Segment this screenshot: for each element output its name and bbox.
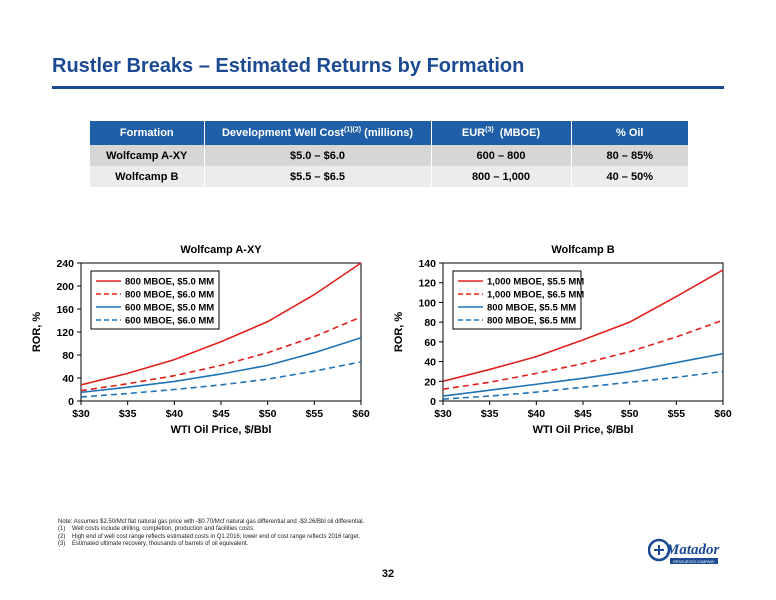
chart-title: Wolfcamp B (551, 244, 614, 256)
chart-svg-wolfcamp-axy: Wolfcamp A-XY 0 40 80 120 160 200 240 $30 $35 $40 $… (31, 244, 370, 436)
header-cost-unit: (millions) (361, 127, 414, 139)
table-row: Wolfcamp B $5.5 – $6.5 800 – 1,000 40 – … (90, 166, 688, 187)
x-tick-label: $35 (119, 408, 137, 420)
footnote-number: (1) (58, 526, 66, 533)
x-axis-label: WTI Oil Price, $/Bbl (171, 424, 272, 436)
x-axis-label: WTI Oil Price, $/Bbl (533, 424, 634, 436)
formation-table: Formation Development Well Cost(1)(2) (m… (90, 121, 688, 187)
y-axis-label: ROR, % (31, 312, 43, 353)
header-cost-footnote: (1)(2) (343, 126, 362, 134)
logo-subtext: RESOURCES COMPANY (673, 560, 715, 564)
logo-svg: Matador RESOURCES COMPANY (647, 538, 720, 564)
series-line (80, 316, 362, 392)
series-line (80, 336, 362, 394)
cell-eur: 600 – 800 (431, 145, 572, 166)
x-tick-label: $45 (574, 408, 592, 420)
series-line (442, 352, 724, 397)
footnote-text: Well costs include drilling, completion,… (72, 526, 255, 533)
header-eur-footnote: (3) (485, 126, 494, 134)
chart-wolfcamp-axy: Wolfcamp A-XY 0 40 80 120 160 200 240 $30 $35 $40 $… (26, 238, 376, 448)
footnote-item: (1) Well costs include drilling, completi… (58, 526, 364, 533)
x-tick-label: $35 (481, 408, 499, 420)
x-tick-label: $50 (259, 408, 277, 420)
cell-oil: 40 – 50% (571, 166, 688, 187)
x-tick-label: $50 (621, 408, 639, 420)
header-cost-label: Development Well Cost (221, 127, 344, 139)
legend-label: 800 MBOE, $5.5 MM (487, 303, 576, 314)
x-tick-label: $40 (528, 408, 546, 420)
legend-label: 800 MBOE, $6.0 MM (125, 290, 214, 301)
chart-title: Wolfcamp A-XY (180, 244, 262, 256)
y-tick-label: 60 (424, 337, 436, 349)
y-tick-label: 160 (56, 304, 74, 316)
cell-cost: $5.0 – $6.0 (204, 145, 432, 166)
y-tick-label: 80 (424, 317, 436, 329)
y-tick-label: 200 (56, 281, 74, 293)
footnote-number: (2) (58, 533, 66, 540)
cell-oil: 80 – 85% (571, 145, 688, 166)
x-tick-label: $40 (166, 408, 184, 420)
legend-label: 800 MBOE, $6.5 MM (487, 316, 576, 327)
header-eur: EUR(3) (MBOE) (431, 121, 572, 145)
y-axis-label: ROR, % (393, 312, 405, 353)
footnote-text: High end of well cost range reflects est… (72, 533, 361, 540)
y-tick-label: 40 (62, 373, 74, 385)
legend-label: 600 MBOE, $6.0 MM (125, 316, 214, 327)
cell-formation: Wolfcamp A-XY (90, 145, 205, 166)
y-tick-label: 0 (68, 396, 74, 408)
series-line (80, 262, 362, 386)
table-row: Wolfcamp A-XY $5.0 – $6.0 600 – 800 80 –… (90, 145, 688, 166)
x-tick-label: $55 (668, 408, 686, 420)
footnote-number: (3) (58, 540, 66, 547)
footnote-note: Note: Assumes $2.50/Mcf flat natural gas… (58, 519, 365, 525)
y-tick-label: 240 (56, 258, 74, 270)
header-eur-label: EUR (461, 127, 486, 139)
header-eur-unit: (MBOE) (493, 127, 541, 139)
y-tick-label: 40 (424, 357, 436, 369)
y-tick-label: 80 (62, 350, 74, 362)
y-tick-label: 140 (418, 258, 436, 270)
x-tick-label: $30 (72, 408, 90, 420)
header-cost: Development Well Cost(1)(2) (millions) (204, 121, 432, 145)
series-line (80, 361, 362, 398)
footnotes: Note: Assumes $2.50/Mcf flat natural gas… (58, 519, 364, 548)
footnote-item: (2) High end of well cost range reflects … (58, 534, 364, 541)
title-divider (52, 86, 724, 89)
x-tick-label: $60 (714, 408, 732, 420)
legend-label: 800 MBOE, $5.0 MM (125, 277, 214, 288)
legend-label: 1,000 MBOE, $5.5 MM (487, 277, 584, 288)
legend-label: 600 MBOE, $5.0 MM (125, 303, 214, 314)
x-tick-label: $45 (212, 408, 230, 420)
legend-label: 1,000 MBOE, $6.5 MM (487, 290, 584, 301)
logo-text: Matador (665, 542, 720, 558)
matador-logo-icon: Matador RESOURCES COMPANY (647, 532, 720, 572)
x-tick-label: $30 (434, 408, 452, 420)
slide-title: Rustler Breaks – Estimated Returns by Fo… (52, 55, 525, 77)
header-formation: Formation (90, 121, 205, 145)
y-tick-label: 0 (430, 396, 436, 408)
x-tick-label: $60 (352, 408, 370, 420)
table-header-row: Formation Development Well Cost(1)(2) (m… (90, 121, 688, 145)
x-tick-label: $55 (306, 408, 324, 420)
y-tick-label: 120 (418, 278, 436, 290)
footnote-text: Estimated ultimate recovery, thousands o… (72, 540, 249, 547)
cell-formation: Wolfcamp B (90, 166, 205, 187)
page-number: 32 (381, 568, 395, 580)
y-tick-label: 20 (424, 376, 436, 388)
chart-svg-wolfcamp-b: Wolfcamp B 0 20 40 60 80 100 120 140 $30 $35 $40 $45… (393, 244, 732, 436)
chart-wolfcamp-b: Wolfcamp B 0 20 40 60 80 100 120 140 $30 $35 $40 $45… (388, 238, 738, 448)
series-line (442, 370, 724, 400)
y-tick-label: 100 (418, 297, 436, 309)
series-line (442, 269, 724, 383)
footnote-item: (3) Estimated ultimate recovery, thousand… (58, 541, 364, 548)
y-tick-label: 120 (56, 327, 74, 339)
cell-eur: 800 – 1,000 (431, 166, 572, 187)
cell-cost: $5.5 – $6.5 (204, 166, 432, 187)
series-line (442, 319, 724, 390)
header-oil: % Oil (571, 121, 688, 145)
